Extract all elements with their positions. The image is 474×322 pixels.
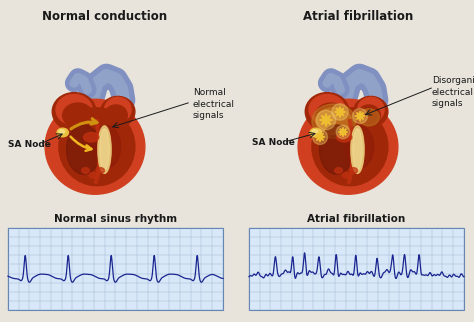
Ellipse shape bbox=[312, 108, 388, 186]
Ellipse shape bbox=[104, 105, 128, 126]
Ellipse shape bbox=[337, 132, 352, 142]
Ellipse shape bbox=[345, 125, 374, 168]
Ellipse shape bbox=[332, 104, 348, 120]
Ellipse shape bbox=[52, 93, 96, 131]
Ellipse shape bbox=[104, 97, 131, 122]
Ellipse shape bbox=[66, 125, 100, 174]
Ellipse shape bbox=[92, 125, 121, 168]
Text: Disorganized
electrical
signals: Disorganized electrical signals bbox=[432, 76, 474, 108]
Bar bbox=[249, 228, 464, 310]
Ellipse shape bbox=[336, 125, 350, 139]
Ellipse shape bbox=[316, 108, 352, 134]
Ellipse shape bbox=[353, 109, 367, 124]
Ellipse shape bbox=[312, 130, 318, 133]
Text: Normal conduction: Normal conduction bbox=[43, 10, 168, 23]
Ellipse shape bbox=[98, 126, 111, 173]
Ellipse shape bbox=[312, 129, 328, 145]
Ellipse shape bbox=[83, 132, 99, 142]
Ellipse shape bbox=[357, 97, 384, 122]
Text: SA Node: SA Node bbox=[252, 137, 295, 147]
Ellipse shape bbox=[335, 168, 342, 173]
Ellipse shape bbox=[89, 172, 97, 178]
Ellipse shape bbox=[59, 130, 64, 133]
Ellipse shape bbox=[357, 105, 380, 126]
Ellipse shape bbox=[298, 99, 398, 194]
Text: SA Node: SA Node bbox=[8, 139, 51, 148]
Ellipse shape bbox=[310, 128, 321, 137]
Ellipse shape bbox=[57, 128, 68, 137]
Ellipse shape bbox=[316, 103, 346, 128]
Ellipse shape bbox=[59, 108, 135, 186]
Ellipse shape bbox=[63, 103, 93, 128]
Ellipse shape bbox=[351, 126, 364, 173]
Ellipse shape bbox=[316, 110, 336, 130]
Text: Normal sinus rhythm: Normal sinus rhythm bbox=[54, 214, 177, 224]
Ellipse shape bbox=[97, 168, 104, 173]
Ellipse shape bbox=[100, 96, 135, 127]
Ellipse shape bbox=[309, 94, 345, 125]
Ellipse shape bbox=[319, 125, 354, 174]
Ellipse shape bbox=[45, 99, 145, 194]
Polygon shape bbox=[319, 113, 332, 127]
Polygon shape bbox=[338, 128, 347, 137]
Polygon shape bbox=[335, 107, 346, 118]
Ellipse shape bbox=[56, 94, 92, 125]
Ellipse shape bbox=[342, 172, 350, 178]
Ellipse shape bbox=[312, 104, 356, 138]
Ellipse shape bbox=[100, 129, 109, 171]
Ellipse shape bbox=[82, 168, 89, 173]
Ellipse shape bbox=[353, 129, 362, 171]
Ellipse shape bbox=[358, 109, 379, 126]
Polygon shape bbox=[315, 132, 325, 142]
Text: Atrial fibrillation: Atrial fibrillation bbox=[303, 10, 413, 23]
Text: Atrial fibrillation: Atrial fibrillation bbox=[307, 214, 406, 224]
Ellipse shape bbox=[305, 93, 349, 131]
Polygon shape bbox=[355, 111, 365, 121]
Ellipse shape bbox=[354, 96, 388, 127]
Bar bbox=[8, 228, 223, 310]
Text: Normal
electrical
signals: Normal electrical signals bbox=[193, 89, 235, 119]
Ellipse shape bbox=[350, 168, 357, 173]
